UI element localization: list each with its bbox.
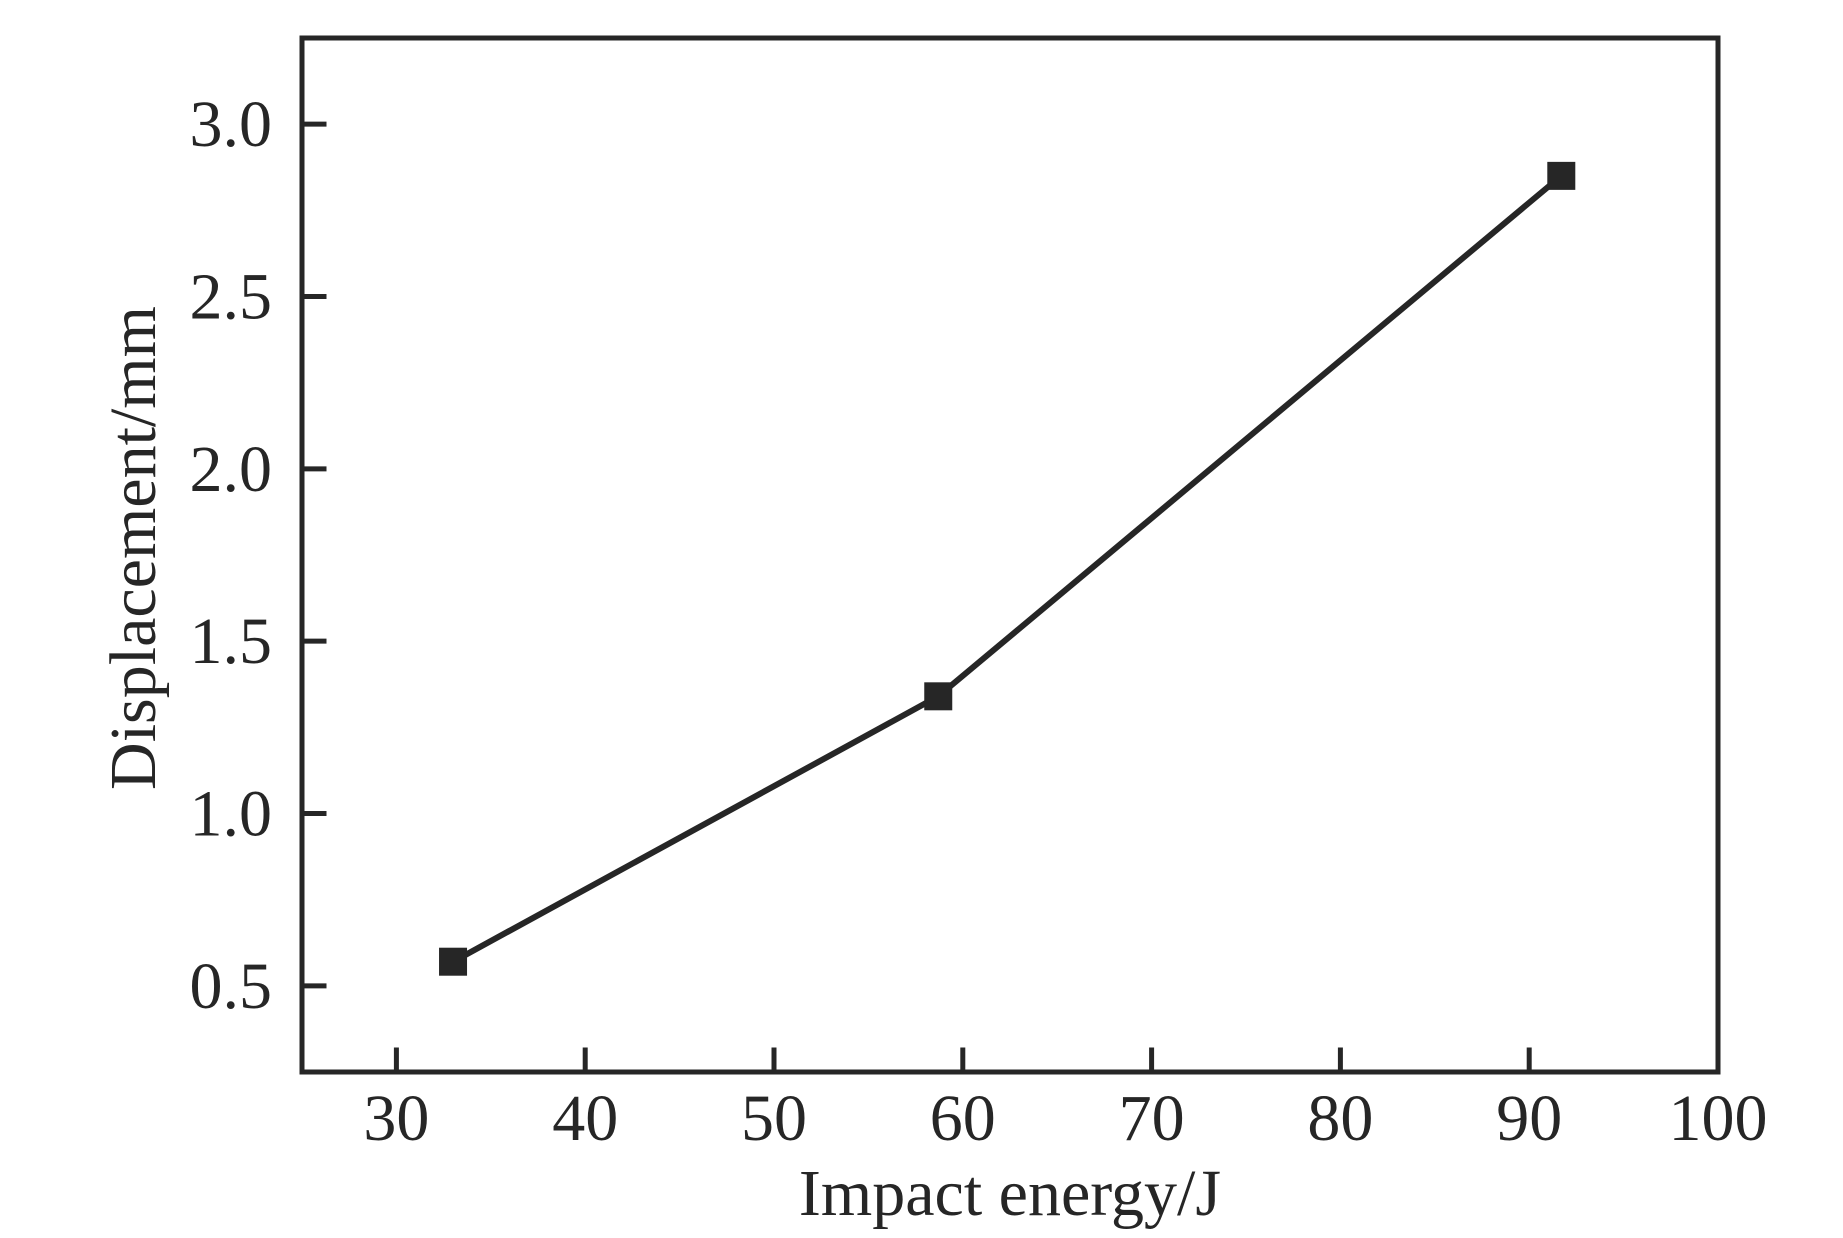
y-tick-label: 2.5 [190, 261, 273, 334]
y-tick-label: 3.0 [190, 88, 273, 161]
x-tick-label: 50 [741, 1082, 807, 1155]
data-point-marker [1547, 161, 1576, 190]
y-axis-title: Displacement/mm [97, 306, 170, 790]
y-tick-label: 2.0 [190, 433, 273, 506]
x-tick-label: 60 [930, 1082, 996, 1155]
y-tick-label: 1.5 [190, 605, 273, 678]
x-tick-label: 30 [363, 1082, 429, 1155]
data-line [451, 173, 1564, 965]
x-tick-label: 70 [1119, 1082, 1185, 1155]
x-tick-label: 80 [1307, 1082, 1373, 1155]
tick-labels: 30 40 50 60 70 80 90 100 0.5 1.0 1.5 2.0 2.5 3.0 [190, 88, 1768, 1155]
data-series [439, 161, 1576, 976]
plot-frame [299, 35, 1721, 1075]
y-tick-label: 0.5 [190, 950, 273, 1023]
x-tick-label: 100 [1669, 1082, 1768, 1155]
x-axis-title: Impact energy/J [799, 1157, 1221, 1230]
data-point-marker [439, 947, 468, 976]
data-point-marker [924, 682, 953, 711]
y-tick-label: 1.0 [190, 778, 273, 851]
x-tick-label: 40 [552, 1082, 618, 1155]
x-tick-label: 90 [1496, 1082, 1562, 1155]
tick-marks [304, 121, 1721, 1070]
